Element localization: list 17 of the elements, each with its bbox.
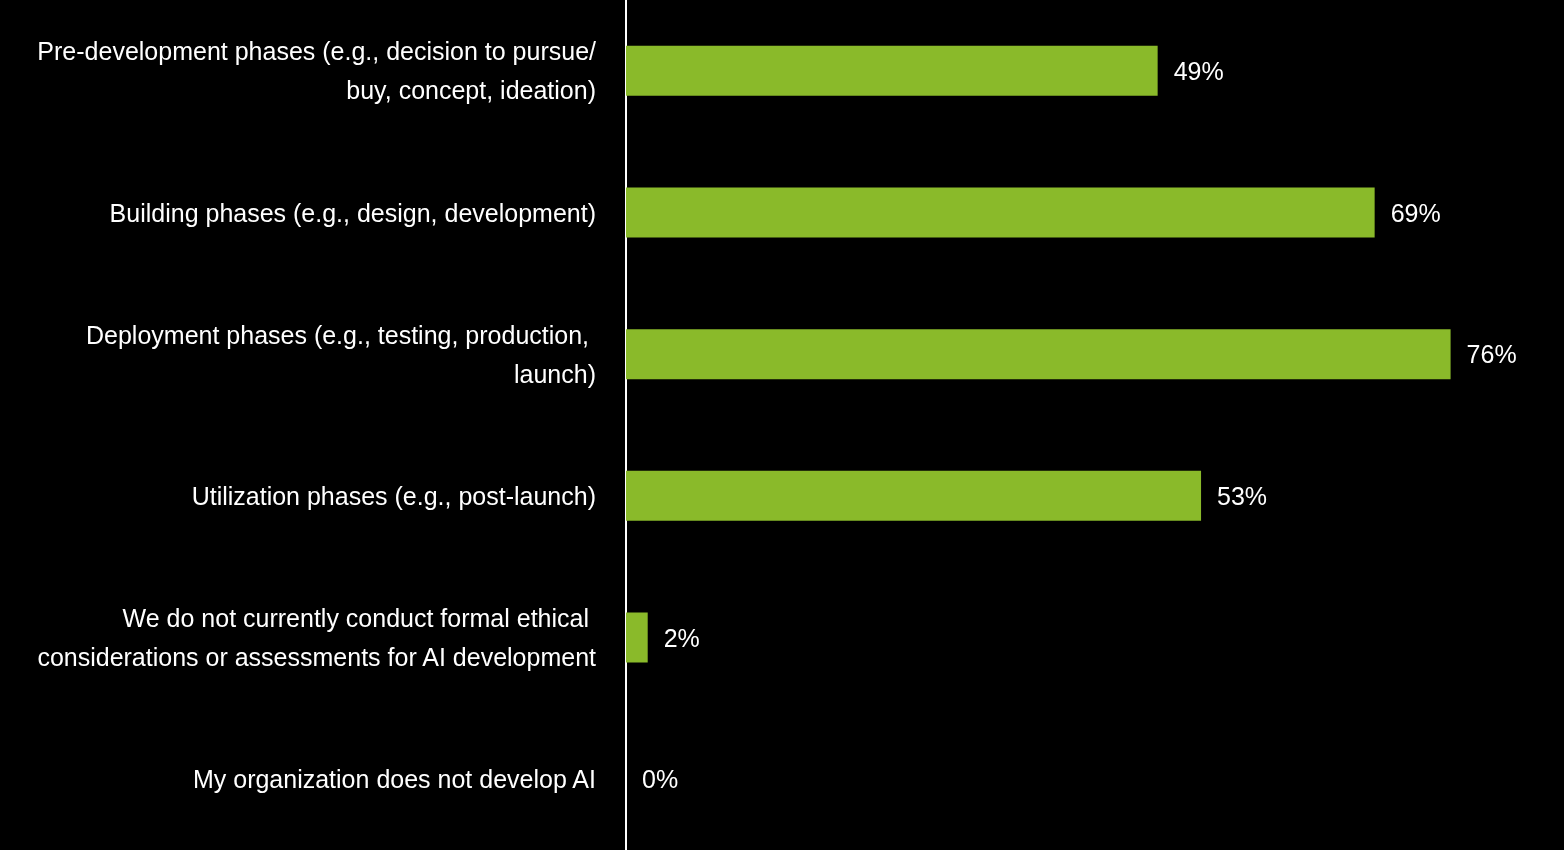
y-tick-label: Pre-development phases (e.g., decision to pursue/buy, concept, ideation): [37, 37, 597, 105]
y-tick-label: Building phases (e.g., design, development): [109, 198, 596, 227]
y-tick-label: Deployment phases (e.g., testing, production, launch): [85, 320, 596, 388]
data-label: 76%: [1466, 340, 1517, 369]
bar: [626, 45, 1158, 96]
data-label: 0%: [642, 765, 679, 794]
data-label: 2%: [663, 623, 700, 652]
bar: [626, 612, 648, 663]
data-label: 69%: [1390, 198, 1441, 227]
bar: [626, 470, 1202, 521]
y-tick-label: We do not currently conduct formal ethical considerations or assessments for AI development: [37, 604, 597, 671]
bar: [626, 329, 1451, 380]
data-label: 49%: [1173, 56, 1224, 85]
y-tick-label: My organization does not develop AI: [192, 765, 596, 794]
data-label: 53%: [1217, 481, 1268, 510]
y-tick-label: Utilization phases (e.g., post-launch): [191, 481, 596, 510]
bar: [626, 187, 1375, 238]
